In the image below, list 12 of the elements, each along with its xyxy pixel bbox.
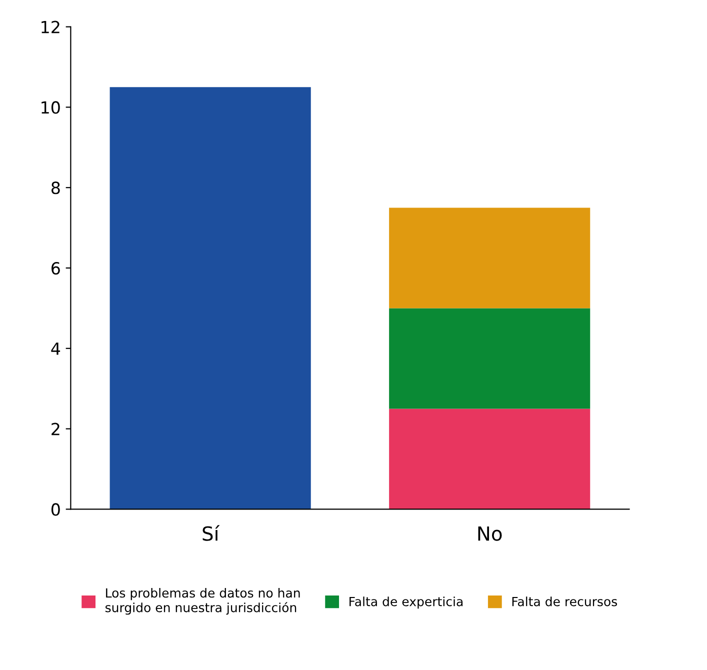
legend-label: Falta de experticia — [350, 596, 463, 609]
y-tick-label: 8 — [52, 182, 60, 194]
y-tick-label: 4 — [51, 342, 60, 355]
y-tick-label: 10 — [42, 101, 60, 114]
y-tick-label: 2 — [52, 422, 60, 436]
x-tick-label: No — [478, 526, 502, 541]
y-tick-label: 12 — [42, 20, 60, 34]
y-tick-label: 6 — [52, 262, 60, 275]
legend-label: Los problemas de datos no han surgido en nuestra jurisdicción — [105, 588, 300, 615]
x-tick-label: Sí — [202, 525, 220, 541]
y-tick-label: 0 — [51, 503, 60, 516]
legend-label: Falta de recursos — [512, 596, 618, 606]
